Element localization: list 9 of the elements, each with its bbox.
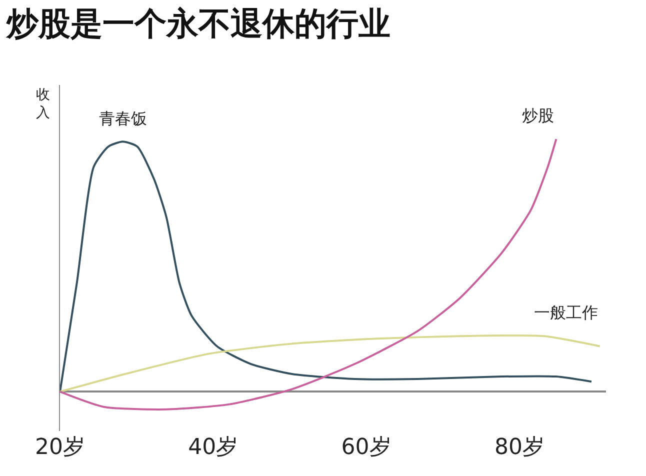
series-label: 青春饭 [99, 109, 147, 128]
x-tick-label: 80岁 [494, 435, 544, 460]
series-label: 炒股 [522, 106, 554, 125]
x-tick-label: 60岁 [341, 435, 392, 460]
y-axis-title: 收入 [36, 87, 50, 122]
series-label: 一般工作 [534, 303, 598, 322]
chart-title: 炒股是一个永不退休的行业 [5, 4, 390, 42]
x-tick-label: 40岁 [188, 435, 238, 460]
x-tick-label: 20岁 [35, 435, 85, 460]
